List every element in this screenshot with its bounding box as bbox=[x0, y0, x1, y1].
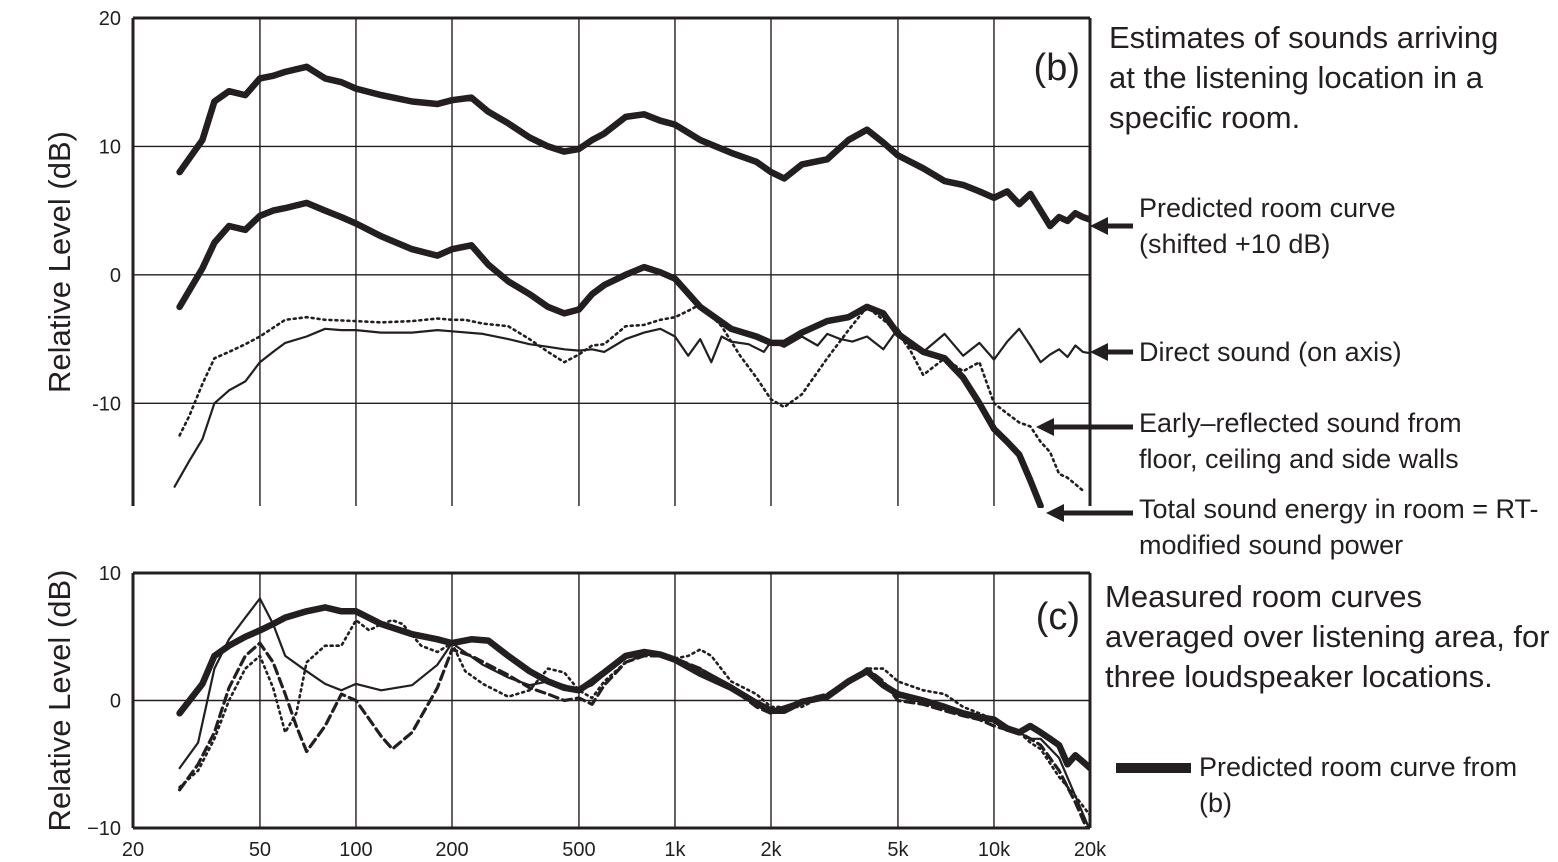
x-tick-label: 5k bbox=[887, 839, 909, 861]
y-tick-label: 10 bbox=[99, 136, 121, 158]
series-line-b-0 bbox=[176, 63, 1090, 230]
panel-b-chart: 20 10 0 -10 Relative Level (dB) (b) bbox=[42, 8, 1092, 508]
x-tick-label: 10k bbox=[978, 839, 1011, 861]
x-tick-label: 2k bbox=[760, 839, 782, 861]
y-axis-label: Relative Level (dB) bbox=[42, 570, 77, 832]
series-line-b-3 bbox=[178, 303, 1085, 492]
legend-label-early-reflected-sound: Early–reflected sound from floor, ceilin… bbox=[1139, 408, 1462, 474]
y-tick-label: −10 bbox=[87, 818, 121, 840]
y-tick-label: 0 bbox=[110, 265, 121, 287]
plot-frame bbox=[131, 16, 1092, 506]
series-line-c-3 bbox=[178, 641, 1089, 828]
y-tick-label: -10 bbox=[92, 393, 121, 415]
x-tick-label: 500 bbox=[562, 839, 595, 861]
panel-b-description: Estimates of sounds arriving at the list… bbox=[1109, 20, 1499, 135]
legend-label-total-sound-energy: Total sound energy in room = RT-modified… bbox=[1139, 494, 1539, 560]
arrow-early-reflected-sound bbox=[1036, 418, 1133, 436]
y-tick-label: 20 bbox=[99, 8, 121, 30]
panel-label: (b) bbox=[1034, 47, 1080, 89]
x-tick-label: 50 bbox=[249, 839, 271, 861]
series-line-c-2 bbox=[178, 618, 1090, 817]
plot-frame bbox=[131, 571, 1092, 830]
y-tick-label: 0 bbox=[110, 691, 121, 713]
arrow-direct-sound bbox=[1090, 343, 1133, 361]
y-axis-label: Relative Level (dB) bbox=[42, 131, 77, 393]
legend-label-direct-sound: Direct sound (on axis) bbox=[1139, 337, 1402, 367]
x-tick-label: 1k bbox=[664, 839, 686, 861]
arrow-predicted-room-curve bbox=[1090, 217, 1133, 235]
x-tick-label: 20 bbox=[122, 839, 144, 861]
series-line-b-2 bbox=[173, 327, 1090, 488]
x-tick-label: 20k bbox=[1074, 839, 1107, 861]
legend-label-predicted-room-curve-from-b: Predicted room curve from (b) bbox=[1199, 752, 1518, 818]
arrow-total-sound-energy bbox=[1046, 504, 1133, 522]
series-line-c-0 bbox=[176, 604, 1090, 772]
x-tick-label: 200 bbox=[435, 839, 468, 861]
panel-label: (c) bbox=[1036, 596, 1080, 638]
legend-label-predicted-room-curve: Predicted room curve (shifted +10 dB) bbox=[1139, 193, 1396, 259]
x-tick-label: 100 bbox=[339, 839, 372, 861]
panel-c-description: Measured room curves averaged over liste… bbox=[1105, 579, 1550, 694]
y-tick-label: 10 bbox=[99, 563, 121, 585]
legend-pointer-arrows bbox=[1036, 217, 1191, 773]
